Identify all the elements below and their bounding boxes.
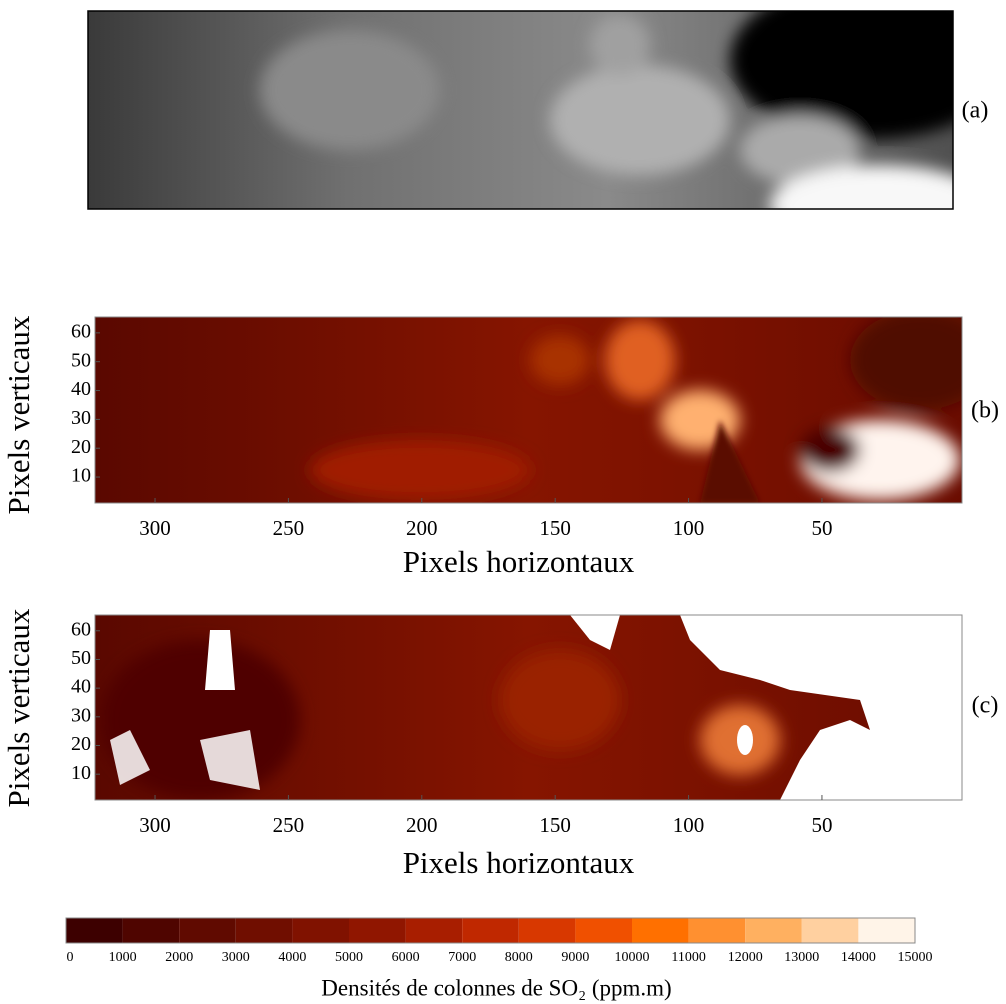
- y-tick-label: 30: [71, 704, 91, 726]
- x-tick-label: 300: [139, 516, 171, 540]
- y-tick-label: 10: [71, 762, 91, 784]
- y-tick-label: 60: [71, 618, 91, 640]
- x-tick-label: 150: [539, 516, 571, 540]
- x-tick-label: 300: [139, 813, 171, 837]
- colorbar-tick-label: 11000: [671, 950, 705, 965]
- y-tick-label: 30: [71, 407, 91, 429]
- colorbar-bin: [858, 918, 915, 943]
- x-axis-label: Pixels horizontaux: [403, 544, 635, 579]
- colorbar-bin: [575, 918, 632, 943]
- x-tick-label: 200: [406, 516, 438, 540]
- colorbar-bin: [122, 918, 180, 943]
- heatmap-c: [95, 615, 962, 800]
- x-tick-label: 50: [811, 516, 832, 540]
- x-tick-label: 250: [273, 516, 305, 540]
- x-tick-label: 50: [811, 813, 832, 837]
- y-tick-label: 20: [71, 733, 91, 755]
- colorbar-bin: [235, 918, 293, 943]
- colorbar-bin: [632, 918, 689, 943]
- colorbar-tick-label: 14000: [841, 950, 876, 965]
- panel-label: (a): [962, 98, 989, 124]
- colorbar-bin: [66, 918, 123, 943]
- colorbar-tick-label: 2000: [165, 950, 193, 965]
- heatmap-b: [95, 317, 962, 503]
- x-tick-label: 100: [673, 813, 705, 837]
- colorbar-tick-label: 6000: [392, 950, 420, 965]
- colorbar-tick-label: 8000: [505, 950, 533, 965]
- colorbar-tick-label: 1000: [109, 950, 137, 965]
- plot-frame: [94, 316, 963, 504]
- colorbar-bin: [292, 918, 349, 943]
- y-tick-label: 40: [71, 676, 91, 698]
- colorbar-tick-label: 4000: [278, 950, 306, 965]
- photo: [88, 11, 953, 209]
- y-tick-label: 50: [71, 349, 91, 371]
- colorbar-tick-label: 15000: [898, 950, 933, 965]
- panel-label: (c): [972, 693, 999, 719]
- colorbar-tick-label: 9000: [561, 950, 589, 965]
- colorbar-tick-label: 0: [67, 950, 74, 965]
- colorbar-tick-label: 13000: [784, 950, 819, 965]
- x-tick-label: 250: [273, 813, 305, 837]
- y-tick-label: 40: [71, 378, 91, 400]
- x-axis-label: Pixels horizontaux: [403, 845, 635, 880]
- x-tick-label: 150: [539, 813, 571, 837]
- colorbar-bin: [518, 918, 576, 943]
- colorbar-tick-label: 10000: [615, 950, 650, 965]
- colorbar-tick-label: 3000: [222, 950, 250, 965]
- x-tick-label: 200: [406, 813, 438, 837]
- y-axis-label: Pixels verticaux: [1, 608, 36, 807]
- colorbar-bin: [462, 918, 519, 943]
- colorbar-tick-label: 7000: [448, 950, 476, 965]
- colorbar-title: Densités de colonnes de SO₂ (ppm.m): [321, 975, 671, 1000]
- y-tick-label: 20: [71, 436, 91, 458]
- photo-frame: [87, 10, 954, 210]
- colorbar-tick-label: 5000: [335, 950, 363, 965]
- plot-frame: [94, 614, 963, 801]
- colorbar-bin: [179, 918, 236, 943]
- x-tick-label: 100: [673, 516, 705, 540]
- colorbar-bin: [405, 918, 463, 943]
- colorbar-bin: [349, 918, 406, 943]
- panel-label: (b): [971, 398, 999, 424]
- colorbar-bin: [745, 918, 802, 943]
- colorbar-bin: [688, 918, 746, 943]
- colorbar-tick-label: 12000: [728, 950, 763, 965]
- y-axis-label: Pixels verticaux: [1, 315, 36, 514]
- colorbar-bin: [801, 918, 859, 943]
- y-tick-label: 50: [71, 647, 91, 669]
- colorbar-frame: [65, 917, 916, 944]
- y-tick-label: 60: [71, 320, 91, 342]
- y-tick-label: 10: [71, 465, 91, 487]
